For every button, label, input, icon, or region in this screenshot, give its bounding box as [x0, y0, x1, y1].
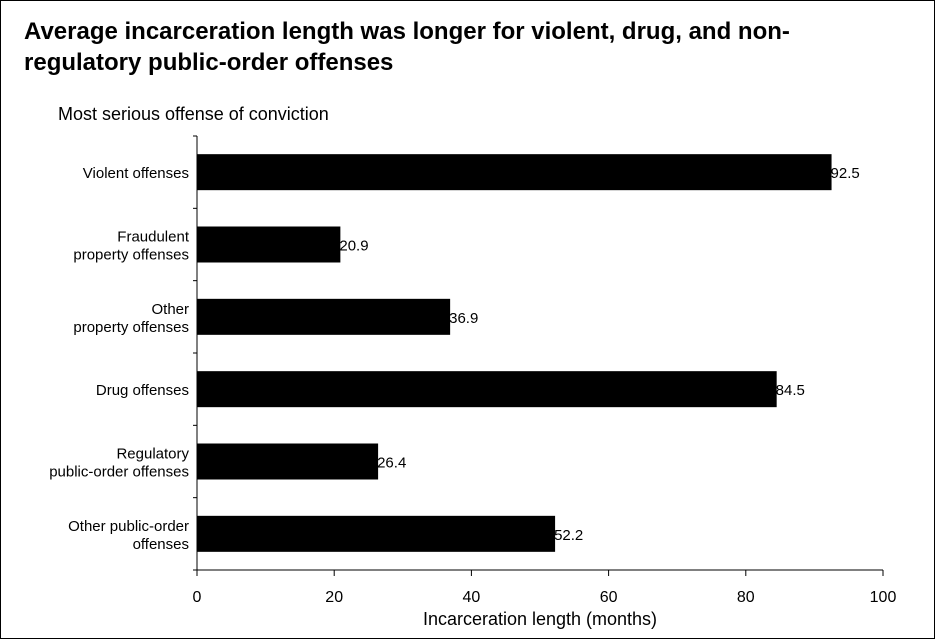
category-label: Violent offenses	[83, 165, 189, 182]
data-label: 20.9	[339, 238, 368, 255]
bar	[197, 443, 379, 480]
category-label: property offenses	[73, 247, 189, 264]
bar	[197, 515, 556, 552]
x-axis-title: Incarceration length (months)	[422, 609, 658, 629]
x-tick-label: 80	[737, 589, 755, 606]
category-label: offenses	[133, 536, 189, 553]
x-tick-label: 40	[463, 589, 481, 606]
data-label: 36.9	[449, 310, 478, 327]
data-label: 52.2	[554, 527, 583, 544]
data-label: 26.4	[377, 455, 406, 472]
bars-group	[197, 154, 832, 552]
category-label: public-order offenses	[49, 464, 189, 481]
x-tick-label: 0	[193, 589, 202, 606]
axes-group	[193, 135, 884, 576]
bar	[197, 154, 832, 191]
bar	[197, 226, 341, 263]
category-label: Fraudulent	[117, 229, 190, 246]
chart-subtitle: Most serious offense of conviction	[58, 104, 329, 124]
x-tick-label: 20	[325, 589, 343, 606]
x-tick-label: 60	[600, 589, 618, 606]
category-label: Other public-order	[68, 518, 189, 535]
category-label: Other	[151, 301, 189, 318]
bar	[197, 371, 777, 408]
category-label: Drug offenses	[96, 382, 189, 399]
x-tick-label: 100	[870, 589, 897, 606]
category-label: Regulatory	[116, 446, 189, 463]
category-label: property offenses	[73, 319, 189, 336]
data-label: 84.5	[776, 382, 805, 399]
chart-title: Average incarceration length was longer …	[24, 18, 790, 76]
data-label: 92.5	[831, 165, 860, 182]
bar	[197, 298, 451, 335]
